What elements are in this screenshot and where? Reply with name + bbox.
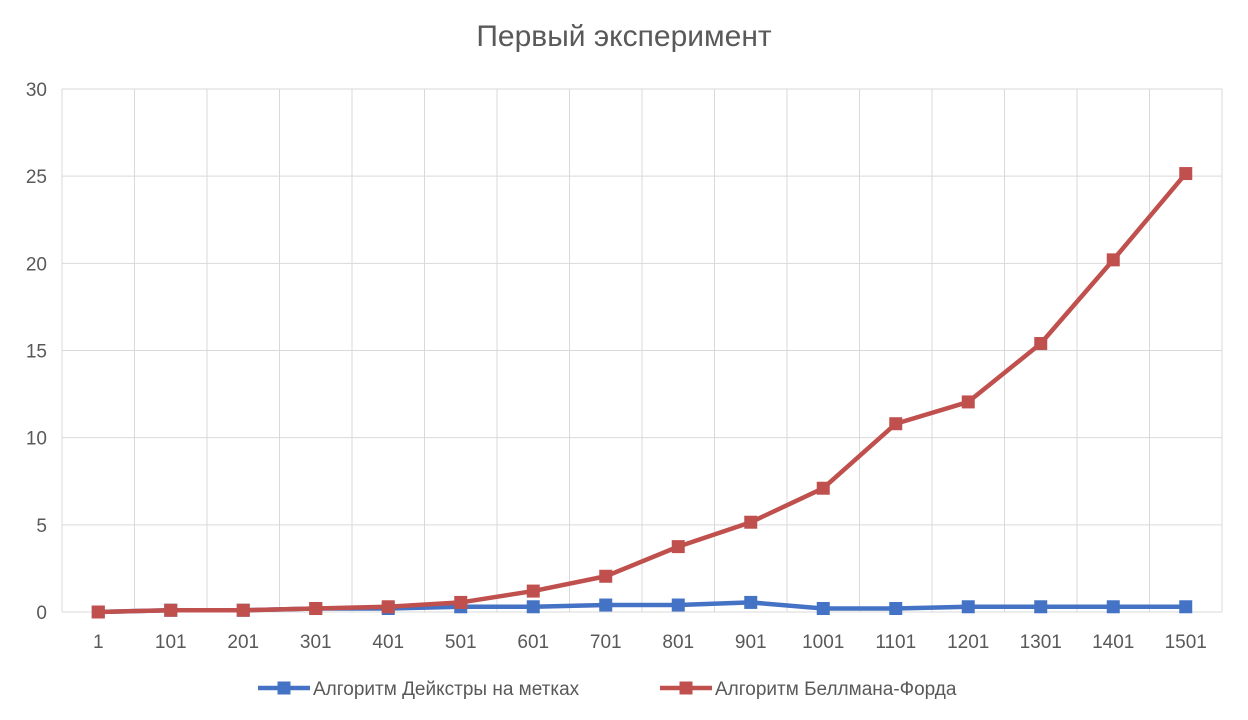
legend-label-2: Алгоритм Беллмана-Форда bbox=[715, 679, 957, 700]
x-tick-label: 1201 bbox=[947, 632, 989, 653]
x-tick-label: 1401 bbox=[1092, 632, 1134, 653]
data-point-series-1 bbox=[1106, 600, 1120, 614]
data-point-series-2 bbox=[744, 515, 758, 529]
x-tick-label: 1 bbox=[93, 632, 104, 653]
data-point-series-1 bbox=[526, 600, 540, 614]
data-point-series-1 bbox=[1034, 600, 1048, 614]
data-point-series-2 bbox=[309, 602, 323, 616]
data-point-series-2 bbox=[1179, 167, 1193, 181]
data-point-series-2 bbox=[381, 600, 395, 614]
x-tick-label: 801 bbox=[662, 632, 694, 653]
y-tick-label: 10 bbox=[26, 429, 47, 450]
x-tick-label: 101 bbox=[155, 632, 187, 653]
x-tick-label: 1501 bbox=[1165, 632, 1207, 653]
series-line-2 bbox=[96, 171, 1188, 615]
data-point-series-1 bbox=[1179, 600, 1193, 614]
y-tick-label: 25 bbox=[26, 167, 47, 188]
legend-marker-2 bbox=[679, 681, 693, 695]
data-point-series-1 bbox=[889, 602, 903, 616]
data-point-series-2 bbox=[816, 481, 830, 495]
data-point-series-2 bbox=[599, 569, 613, 583]
data-point-series-2 bbox=[671, 540, 685, 554]
data-point-series-2 bbox=[526, 584, 540, 598]
x-tick-label: 301 bbox=[300, 632, 332, 653]
y-tick-label: 5 bbox=[36, 516, 47, 537]
data-point-series-2 bbox=[91, 605, 105, 619]
y-tick-label: 20 bbox=[26, 254, 47, 275]
data-point-series-1 bbox=[671, 598, 685, 612]
data-point-series-2 bbox=[236, 603, 250, 617]
data-point-series-1 bbox=[599, 598, 613, 612]
data-point-series-2 bbox=[961, 395, 975, 409]
x-tick-label: 601 bbox=[517, 632, 549, 653]
legend-marker-1 bbox=[277, 681, 291, 695]
legend-label-1: Алгоритм Дейкстры на метках bbox=[313, 679, 580, 700]
x-tick-label: 501 bbox=[445, 632, 477, 653]
x-tick-label: 1301 bbox=[1020, 632, 1062, 653]
x-tick-label: 1101 bbox=[875, 632, 916, 653]
x-tick-label: 1001 bbox=[802, 632, 844, 653]
x-tick-label: 701 bbox=[590, 632, 622, 653]
data-point-series-2 bbox=[454, 595, 468, 609]
data-point-series-1 bbox=[744, 595, 758, 609]
y-tick-label: 0 bbox=[36, 603, 47, 624]
y-tick-label: 15 bbox=[26, 342, 47, 363]
data-point-series-2 bbox=[889, 417, 903, 431]
x-tick-label: 901 bbox=[735, 632, 767, 653]
chart-title: Первый эксперимент bbox=[476, 20, 772, 53]
x-tick-label: 401 bbox=[372, 632, 404, 653]
data-point-series-2 bbox=[1034, 337, 1048, 351]
y-tick-label: 30 bbox=[26, 80, 47, 101]
data-point-series-1 bbox=[961, 600, 975, 614]
data-point-series-1 bbox=[816, 602, 830, 616]
data-point-series-2 bbox=[164, 603, 178, 617]
x-tick-label: 201 bbox=[227, 632, 259, 653]
data-point-series-2 bbox=[1106, 253, 1120, 267]
